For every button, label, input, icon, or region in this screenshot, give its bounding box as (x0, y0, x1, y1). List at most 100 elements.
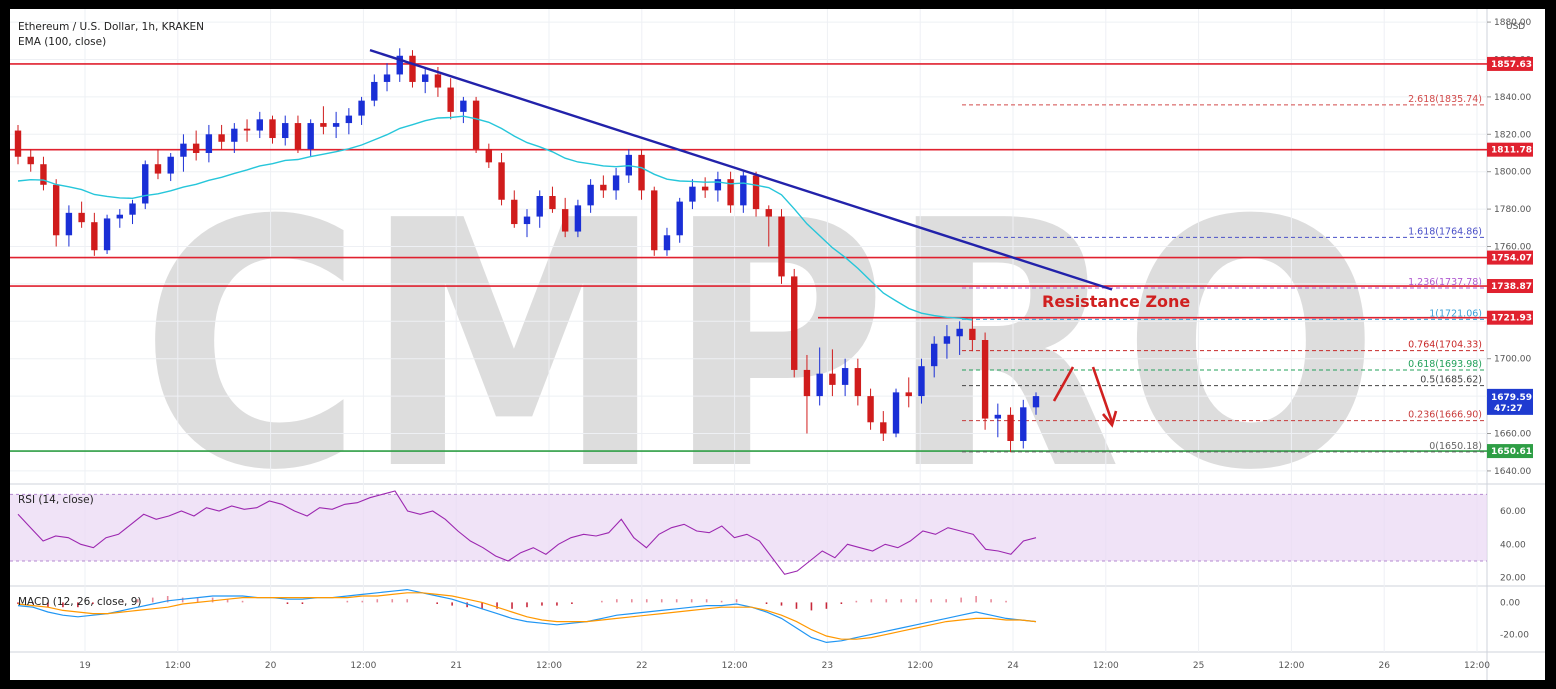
candle-body (574, 205, 582, 232)
trendline (369, 48, 1113, 291)
candle-body (676, 201, 683, 236)
resistance-zone-label: Resistance Zone (1042, 292, 1190, 311)
candle-body (727, 179, 734, 206)
candle-body (816, 373, 823, 397)
x-tick-label: 12:00 (1464, 661, 1490, 671)
chart-frame: CMPRO 2.618(1835.74) 1.618(1764.86) 1.236(… (10, 9, 1545, 680)
fib-label: 0.236(1666.90) (1408, 410, 1482, 421)
candle-body (994, 414, 1002, 419)
level-tag-label: 1811.78 (1491, 146, 1532, 156)
level-tag-label: 1650.61 (1491, 447, 1532, 457)
candle-body (880, 422, 887, 434)
candle-body (587, 184, 594, 206)
candle-body (192, 143, 200, 153)
y-tick-label: 1760.00 (1494, 243, 1531, 253)
price-tag-value: 1679.59 (1491, 393, 1532, 403)
candle-body (1020, 407, 1027, 441)
candle-body (371, 81, 378, 101)
level-tag (1487, 250, 1533, 265)
candle-body (918, 366, 925, 397)
candle-body (243, 128, 251, 131)
x-tick-label: 19 (79, 661, 91, 671)
candle-body (892, 392, 900, 434)
candle-body (1007, 414, 1014, 441)
candle-body (27, 156, 34, 165)
candle-body (638, 154, 645, 191)
x-tick-label: 22 (636, 661, 647, 671)
candle-body (867, 396, 874, 423)
rsi-axis: 60.00 40.00 20.00 (1500, 507, 1526, 584)
level-tag (1487, 310, 1533, 325)
candle-body (14, 130, 22, 157)
candle-body (956, 328, 963, 337)
fib-label: 0.618(1693.98) (1408, 359, 1482, 370)
candle-body (905, 392, 912, 397)
y-tick-label: 1840.00 (1494, 93, 1531, 103)
x-tick-label: 20 (265, 661, 277, 671)
currency-label: USD (1506, 22, 1525, 32)
candle-body (561, 209, 569, 232)
candle-body (701, 186, 709, 191)
level-tag-label: 1721.93 (1491, 314, 1532, 324)
fib-levels: 2.618(1835.74) 1.618(1764.86) 1.236(1737.7… (962, 94, 1487, 453)
fib-label: 0.764(1704.33) (1408, 340, 1482, 351)
y-tick-label: 1800.00 (1494, 168, 1531, 178)
time-axis[interactable]: 19 12:00 20 12:00 21 12:00 22 12:00 23 12:00 24 12:… (79, 661, 1490, 671)
candle-body (218, 134, 225, 142)
macd-tick-label: 0.00 (1500, 598, 1520, 608)
candle-body (52, 184, 60, 236)
x-tick-label: 12:00 (350, 661, 376, 671)
candle-body (320, 123, 327, 127)
x-tick-label: 24 (1007, 661, 1019, 671)
candle-body (740, 175, 747, 206)
macd-tick-label: -20.00 (1500, 630, 1529, 640)
y-tick-label: 1780.00 (1494, 205, 1531, 215)
y-tick-label: 1700.00 (1494, 355, 1531, 365)
candle-body (422, 74, 429, 82)
candle-body (294, 123, 302, 150)
candle-body (154, 164, 162, 174)
candle-body (549, 196, 556, 210)
candle-body (358, 100, 365, 116)
candle-body (460, 100, 467, 112)
candle-body (981, 340, 989, 419)
x-tick-label: 12:00 (907, 661, 933, 671)
level-tag (1487, 444, 1533, 459)
fib-label: 1.236(1737.78) (1408, 277, 1482, 288)
ema-legend: EMA (100, close) (18, 36, 106, 48)
horizontal-levels (10, 63, 1487, 452)
level-tag-label: 1754.07 (1491, 254, 1532, 264)
y-tick-label: 1640.00 (1494, 467, 1531, 477)
candle-body (269, 119, 276, 139)
candle-body (434, 74, 442, 88)
candle-body (778, 216, 785, 277)
ema-line (17, 115, 973, 321)
candle-body (485, 149, 493, 163)
candle-body (409, 55, 416, 82)
fib-label: 1.618(1764.86) (1408, 226, 1482, 237)
candle-body (663, 235, 671, 251)
price-tag-countdown: 47:27 (1494, 404, 1523, 414)
x-tick-label: 25 (1193, 661, 1204, 671)
candle-body (396, 55, 403, 75)
candle-body (969, 328, 976, 341)
candle-body (282, 123, 289, 139)
candle-body (332, 123, 340, 127)
candle-body (447, 87, 454, 112)
rsi-tick-label: 20.00 (1500, 574, 1526, 584)
candle-body (345, 115, 353, 124)
candlesticks (14, 48, 1040, 453)
candle-body (116, 214, 123, 219)
rsi-tick-label: 40.00 (1500, 540, 1526, 550)
candle-body (383, 74, 391, 82)
y-tick-label: 1820.00 (1494, 130, 1531, 140)
candle-body (40, 164, 47, 185)
macd-legend: MACD (12, 26, close, 9) (18, 596, 141, 608)
candle-body (307, 123, 314, 150)
candle-body (689, 186, 696, 202)
candle-body (180, 143, 187, 157)
candle-body (142, 164, 149, 204)
y-tick-label: 1880.00 (1494, 18, 1531, 28)
price-tags: 1857.63 1811.78 1754.07 1738.87 1721.93 1650.… (1487, 56, 1533, 459)
fib-label: 1(1721.06) (1429, 308, 1482, 319)
